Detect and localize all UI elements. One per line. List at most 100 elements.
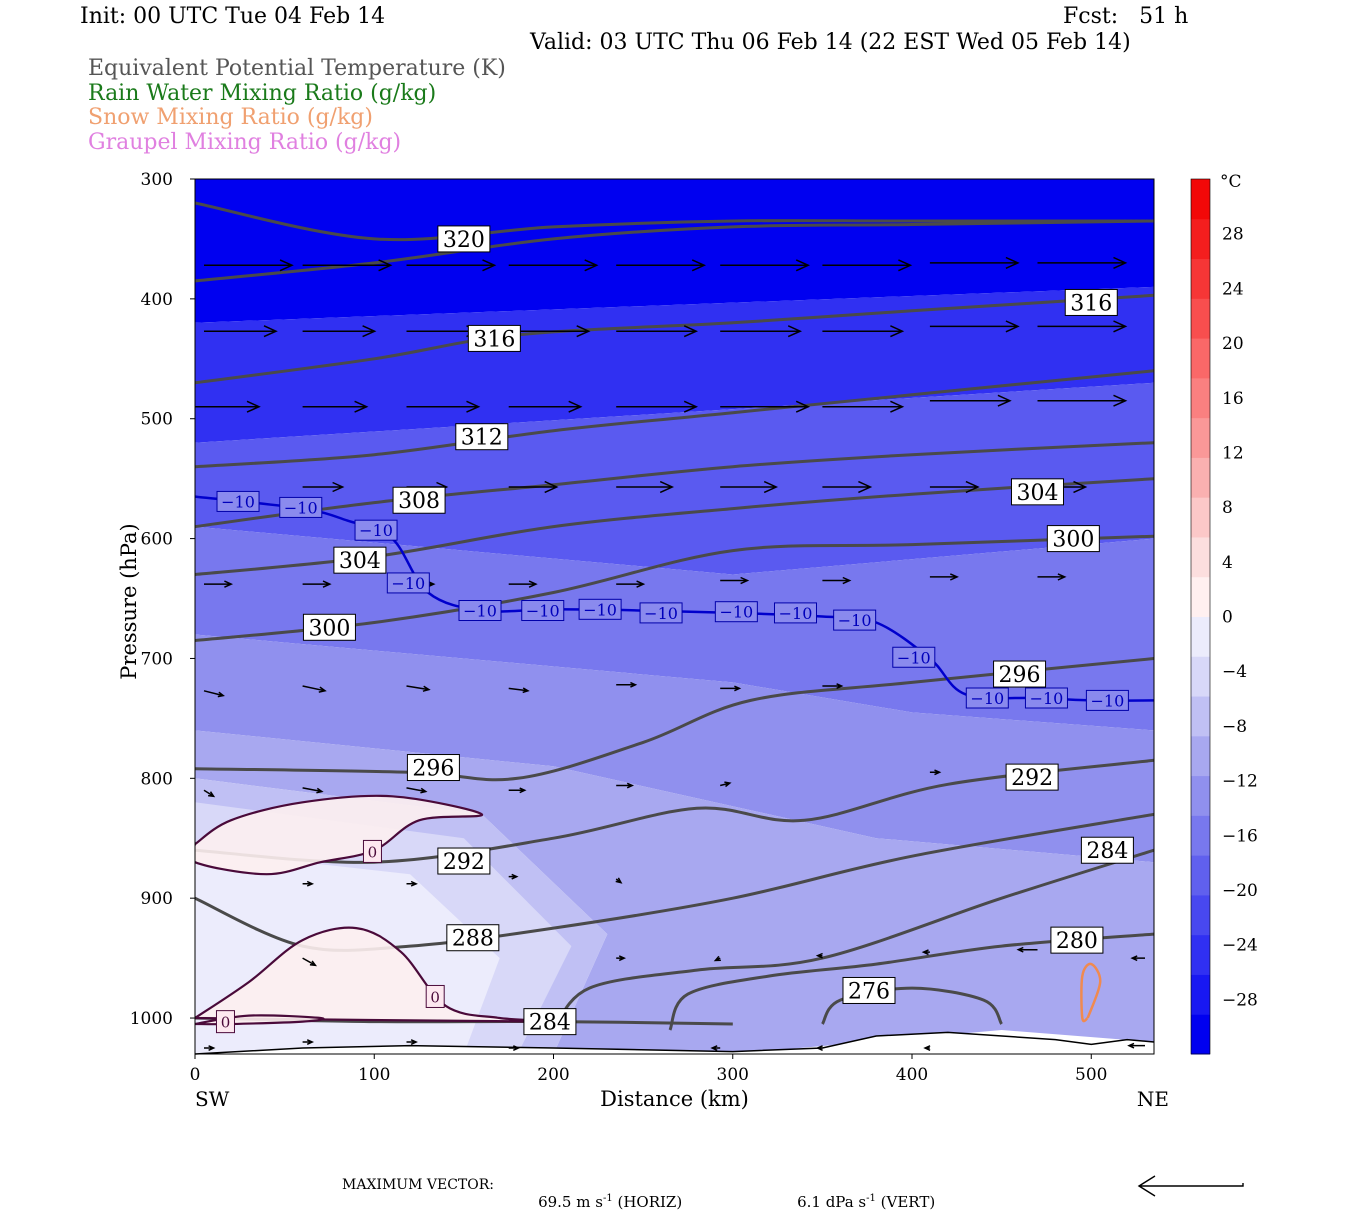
wind-vector — [713, 955, 721, 962]
wind-vector — [616, 955, 627, 962]
isotherm-label: −10 — [644, 604, 678, 623]
wind-vector — [204, 580, 234, 588]
legend-rain: Rain Water Mixing Ratio (g/kg) — [88, 81, 437, 106]
wind-vector — [1127, 1042, 1145, 1049]
isotherm-label-box — [521, 600, 565, 622]
theta-e-line — [668, 932, 1154, 1031]
y-tick-label: 500 — [141, 410, 173, 430]
colorbar-tick-label: 0 — [1222, 608, 1233, 628]
x-tick-label: 300 — [717, 1065, 749, 1085]
theta-e-line — [195, 369, 1154, 469]
isotherm-label-box — [354, 519, 398, 541]
legend-graupel: Graupel Mixing Ratio (g/kg) — [88, 130, 402, 155]
theta-e-label-box — [392, 486, 446, 514]
wind-vector — [302, 1039, 315, 1045]
theta-e-label-box — [1080, 836, 1134, 864]
theta-e-label-box — [455, 423, 509, 451]
x-tick-label: 400 — [896, 1065, 928, 1085]
wind-vector — [929, 256, 1020, 269]
horiz-exponent: -1 — [602, 1193, 613, 1204]
wind-vector — [1037, 573, 1067, 581]
colorbar-segment — [1191, 974, 1210, 1015]
y-tick-label: 600 — [141, 530, 173, 550]
wind-vector — [720, 781, 732, 788]
colorbar-tick-label: −4 — [1222, 662, 1247, 682]
colorbar-segment — [1191, 417, 1210, 458]
isotherm-label-box — [458, 600, 502, 622]
theta-e-label-box — [437, 847, 491, 875]
wind-vector — [195, 400, 261, 413]
wind-vector — [616, 400, 699, 413]
terrain-mask — [194, 1031, 1155, 1055]
wind-vector — [302, 580, 332, 588]
theta-e-label-box — [1064, 288, 1118, 316]
theta-e-label-box — [302, 613, 356, 641]
colorbar-segment — [1191, 1014, 1210, 1055]
colorbar-segment — [1191, 377, 1210, 419]
x-tick-label: 100 — [358, 1065, 390, 1085]
isotherm-label: −10 — [359, 521, 393, 540]
colorbar-segment — [1191, 934, 1210, 975]
wind-vector — [616, 259, 707, 272]
wind-vector — [406, 787, 428, 794]
colorbar-segment — [1191, 616, 1210, 657]
temperature-band — [195, 634, 1154, 863]
colorbar-tick-label: 12 — [1222, 443, 1244, 463]
init-time: Init: 00 UTC Tue 04 Feb 14 — [80, 4, 386, 29]
colorbar-segment — [1191, 815, 1210, 856]
legend-snow: Snow Mixing Ratio (g/kg) — [88, 105, 373, 130]
wind-vector — [203, 789, 216, 798]
isotherm-label-box — [833, 609, 877, 631]
isotherm-label: −10 — [1091, 691, 1125, 710]
rain-label: 0 — [221, 1014, 231, 1032]
colorbar-segment — [1191, 338, 1210, 379]
isotherm-label: −10 — [221, 492, 255, 511]
colorbar-frame — [1190, 178, 1211, 1055]
isotherm-label: −10 — [284, 498, 318, 517]
wind-vector — [822, 259, 913, 272]
colorbar-segment — [1191, 696, 1210, 737]
theta-e-label: 308 — [398, 489, 440, 514]
forecast-hour: Fcst: 51 h — [1063, 4, 1189, 29]
wind-vector — [921, 949, 930, 956]
colorbar-segment — [1191, 179, 1210, 220]
x-tick-label: 500 — [1075, 1065, 1107, 1085]
colorbar-tick-label: −24 — [1222, 936, 1258, 956]
wind-vector — [302, 685, 327, 693]
wind-vector — [204, 1045, 216, 1051]
y-tick-label: 900 — [141, 889, 173, 909]
wind-vector — [204, 325, 278, 338]
wind-vector — [508, 480, 559, 494]
wind-vector — [929, 480, 980, 494]
isotherm-label-box — [279, 496, 323, 518]
wind-vector — [929, 769, 942, 776]
wind-vector — [508, 259, 599, 272]
vert-max-vector: 6.1 dPa s-1 (VERT) — [778, 1175, 935, 1229]
wind-vector — [710, 1045, 721, 1051]
theta-e-line — [195, 441, 1154, 529]
colorbar-tick-label: 28 — [1222, 225, 1244, 245]
wind-vector — [204, 259, 294, 272]
wind-vector — [508, 400, 583, 413]
colorbar-segment — [1191, 258, 1210, 299]
wind-vector — [822, 576, 852, 585]
colorbar: 28 24 20 16 12 8 4 0 −4 −8 −12 −16 −20 −24 −28 °C — [1190, 172, 1258, 1055]
isotherm-label-box — [639, 602, 683, 624]
isotherm-label-box — [1085, 689, 1129, 711]
contour-labels: 320 316 316 312 308 304 304 300 300 296 296 292 292 2… — [215, 225, 1134, 1036]
colorbar-segment — [1191, 855, 1210, 896]
isotherm-label: −10 — [779, 604, 813, 623]
temperature-band — [195, 382, 1154, 575]
horiz-value: 69.5 m s — [538, 1193, 603, 1211]
wind-vector — [616, 325, 699, 338]
theta-e-label: 320 — [443, 228, 485, 253]
rain-label-box — [425, 984, 445, 1008]
theta-e-label-box — [842, 976, 896, 1004]
colorbar-tick-label: 8 — [1222, 498, 1233, 518]
wind-vector — [1037, 256, 1128, 269]
colorbar-tick-label: −20 — [1222, 881, 1258, 901]
wind-vector — [302, 787, 324, 794]
rain-label-box — [215, 1010, 235, 1034]
horiz-tag: (HORIZ) — [617, 1193, 683, 1211]
isotherm-label-box — [892, 646, 936, 668]
